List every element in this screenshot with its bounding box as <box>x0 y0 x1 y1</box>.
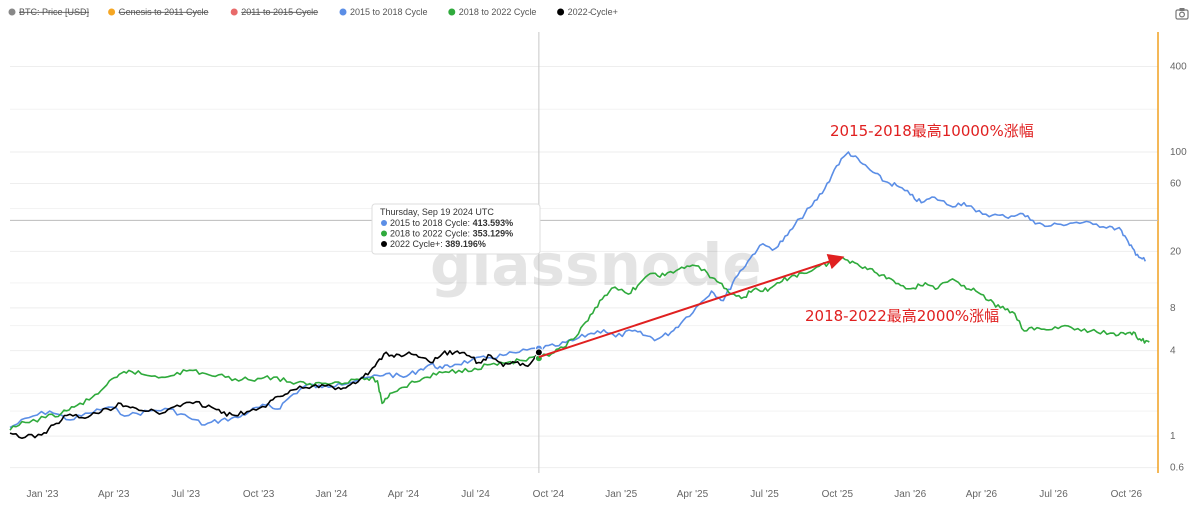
legend-item-1[interactable]: Genesis to 2011 Cycle <box>108 7 208 17</box>
legend-item-5[interactable]: 2022 Cycle+ <box>557 7 618 17</box>
legend-label: 2015 to 2018 Cycle <box>350 7 428 17</box>
y-tick-label: 60 <box>1170 179 1182 190</box>
tooltip-row: 2015 to 2018 Cycle: 413.593% <box>390 218 513 228</box>
legend-item-3[interactable]: 2015 to 2018 Cycle <box>339 7 428 17</box>
x-tick-label: Apr '23 <box>98 489 130 500</box>
tooltip-marker <box>381 230 387 237</box>
y-tick-label: 100 <box>1170 147 1187 158</box>
y-tick-label: 8 <box>1170 303 1176 314</box>
y-tick-label: 1 <box>1170 431 1176 442</box>
tooltip-row: 2022 Cycle+: 389.196% <box>390 239 486 249</box>
y-tick-label: 0.6 <box>1170 463 1184 474</box>
legend-marker <box>557 8 565 16</box>
crosshair-point-2 <box>534 348 543 357</box>
tooltip: Thursday, Sep 19 2024 UTC 2015 to 2018 C… <box>371 203 541 255</box>
tooltip-date: Thursday, Sep 19 2024 UTC <box>380 207 494 217</box>
legend-label: BTC: Price [USD] <box>19 7 89 17</box>
legend-label: 2018 to 2022 Cycle <box>459 7 537 17</box>
x-tick-label: Jul '26 <box>1039 489 1068 500</box>
x-tick-label: Oct '24 <box>533 489 565 500</box>
x-axis-ticks: Jan '23 Apr '23 Jul '23 Oct '23 Jan '24 Apr '… <box>26 489 1142 500</box>
x-tick-label: Jul '25 <box>750 489 779 500</box>
x-tick-label: Oct '26 <box>1111 489 1143 500</box>
x-tick-label: Apr '25 <box>677 489 709 500</box>
y-tick-label: 20 <box>1170 246 1182 257</box>
x-tick-label: Jul '24 <box>461 489 490 500</box>
x-tick-label: Jul '23 <box>171 489 200 500</box>
tooltip-row: 2018 to 2022 Cycle: 353.129% <box>390 229 513 239</box>
legend-label: 2011 to 2015 Cycle <box>241 7 318 17</box>
y-axis-ticks: 400 100 60 20 8 4 1 0.6 <box>1170 62 1187 474</box>
x-tick-label: Apr '24 <box>388 489 420 500</box>
legend-marker <box>230 8 238 16</box>
series-group <box>9 151 1150 439</box>
x-tick-label: Oct '23 <box>243 489 275 500</box>
tooltip-marker <box>381 241 387 247</box>
y-tick-label: 4 <box>1170 346 1176 357</box>
x-tick-label: Jan '25 <box>605 489 637 500</box>
x-tick-label: Apr '26 <box>966 489 998 500</box>
grid-lines <box>10 66 1158 469</box>
x-tick-label: Jan '24 <box>315 489 347 500</box>
legend-extra: - <box>588 7 591 17</box>
legend-item-4[interactable]: 2018 to 2022 Cycle <box>448 7 536 17</box>
camera-icon[interactable] <box>1175 8 1189 20</box>
annotation-arrow <box>538 253 845 359</box>
x-tick-label: Jan '23 <box>26 489 58 500</box>
annotation-2018-2022: 2018-2022最高2000%涨幅 <box>805 307 999 325</box>
legend-item-2[interactable]: 2011 to 2015 Cycle <box>230 7 318 17</box>
legend-label: 2022 Cycle+ <box>568 7 618 17</box>
legend-label: Genesis to 2011 Cycle <box>119 7 209 17</box>
y-tick-label: 400 <box>1170 62 1187 73</box>
annotation-2015-2018: 2015-2018最高10000%涨幅 <box>830 122 1034 140</box>
series-line-2 <box>9 350 540 439</box>
tooltip-marker <box>381 220 387 226</box>
legend: BTC: Price [USD] Genesis to 2011 Cycle 201… <box>8 7 618 17</box>
legend-marker <box>448 8 456 16</box>
x-tick-label: Jan '26 <box>894 489 926 500</box>
legend-item-0[interactable]: BTC: Price [USD] <box>8 7 90 17</box>
series-line-1 <box>9 256 1150 431</box>
legend-marker <box>339 8 347 16</box>
legend-marker <box>108 8 116 16</box>
tooltip-box <box>371 203 541 255</box>
legend-marker <box>8 8 16 16</box>
x-tick-label: Oct '25 <box>822 489 854 500</box>
